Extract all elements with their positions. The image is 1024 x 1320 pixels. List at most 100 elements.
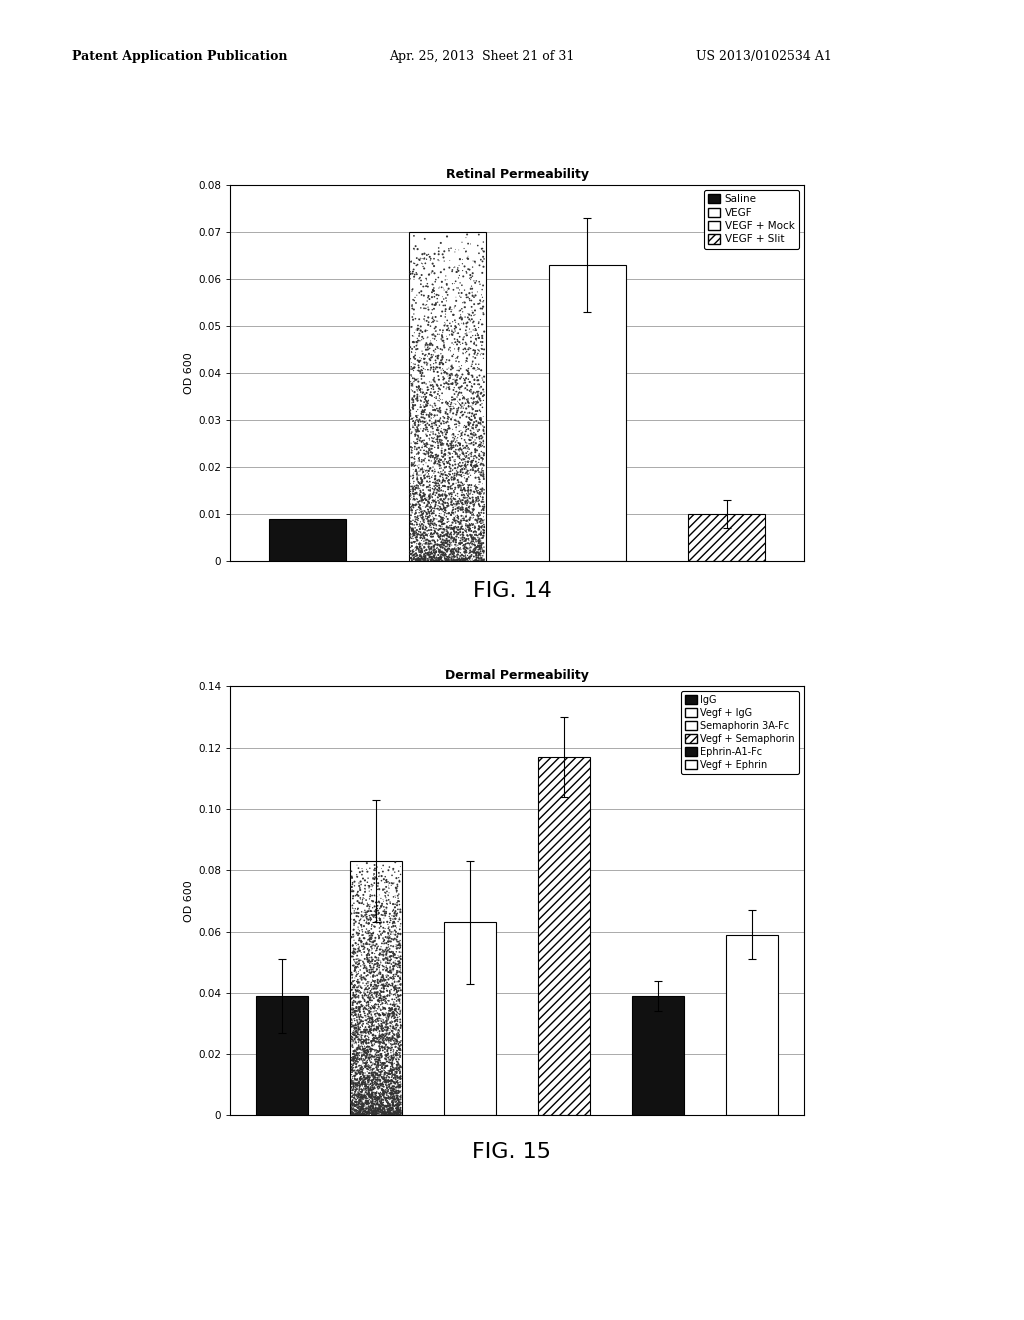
Point	[431, 458, 447, 479]
Point	[391, 953, 408, 974]
Point	[410, 380, 426, 401]
Point	[372, 1096, 388, 1117]
Point	[385, 886, 401, 907]
Point	[350, 1105, 367, 1126]
Point	[431, 391, 447, 412]
Point	[382, 968, 398, 989]
Point	[380, 961, 396, 982]
Point	[392, 1001, 409, 1022]
Point	[390, 1074, 407, 1096]
Point	[451, 338, 467, 359]
Point	[463, 474, 479, 495]
Point	[371, 1100, 387, 1121]
Point	[408, 510, 424, 531]
Point	[422, 458, 438, 479]
Point	[413, 536, 429, 557]
Point	[365, 1012, 381, 1034]
Point	[358, 1088, 375, 1109]
Point	[388, 935, 404, 956]
Point	[388, 917, 404, 939]
Point	[378, 1010, 394, 1031]
Point	[384, 1090, 400, 1111]
Point	[468, 543, 484, 564]
Point	[452, 550, 468, 572]
Point	[388, 1097, 404, 1118]
Point	[433, 548, 450, 569]
Point	[374, 1011, 390, 1032]
Point	[471, 531, 487, 552]
Point	[354, 985, 371, 1006]
Point	[352, 1011, 369, 1032]
Point	[409, 508, 425, 529]
Point	[434, 533, 451, 554]
Point	[428, 292, 444, 313]
Point	[462, 546, 478, 568]
Point	[381, 1048, 397, 1069]
Point	[430, 420, 446, 441]
Point	[426, 498, 442, 519]
Point	[439, 517, 456, 539]
Point	[372, 979, 388, 1001]
Point	[421, 264, 437, 285]
Point	[390, 1100, 407, 1121]
Point	[403, 532, 420, 553]
Point	[347, 1065, 364, 1086]
Point	[352, 1084, 369, 1105]
Point	[449, 492, 465, 513]
Point	[343, 1092, 359, 1113]
Point	[429, 523, 445, 544]
Point	[437, 294, 454, 315]
Point	[422, 404, 438, 425]
Point	[453, 517, 469, 539]
Point	[460, 302, 476, 323]
Point	[427, 342, 443, 363]
Point	[464, 354, 480, 375]
Point	[427, 294, 443, 315]
Point	[370, 1049, 386, 1071]
Point	[410, 253, 426, 275]
Point	[473, 453, 489, 474]
Point	[344, 1059, 360, 1080]
Point	[381, 873, 397, 894]
Point	[418, 391, 434, 412]
Point	[391, 1038, 408, 1059]
Point	[362, 1018, 379, 1039]
Point	[409, 537, 425, 558]
Point	[411, 282, 427, 304]
Point	[380, 1101, 396, 1122]
Point	[446, 532, 463, 553]
Point	[354, 1053, 371, 1074]
Point	[426, 543, 442, 564]
Point	[464, 504, 480, 525]
Point	[462, 543, 478, 564]
Point	[404, 541, 421, 562]
Point	[355, 1039, 372, 1060]
Point	[344, 1010, 360, 1031]
Point	[377, 1052, 393, 1073]
Point	[421, 510, 437, 531]
Point	[458, 498, 474, 519]
Point	[384, 1063, 400, 1084]
Point	[467, 520, 483, 541]
Point	[433, 359, 450, 380]
Point	[386, 1105, 402, 1126]
Point	[358, 1104, 375, 1125]
Point	[387, 1001, 403, 1022]
Point	[348, 1016, 365, 1038]
Point	[475, 541, 492, 562]
Point	[474, 338, 490, 359]
Point	[419, 290, 435, 312]
Point	[347, 1102, 364, 1123]
Point	[367, 1094, 383, 1115]
Point	[392, 1101, 409, 1122]
Point	[438, 451, 455, 473]
Point	[372, 1032, 388, 1053]
Point	[389, 1074, 406, 1096]
Point	[404, 519, 421, 540]
Point	[366, 1094, 382, 1115]
Point	[429, 409, 445, 430]
Point	[439, 393, 456, 414]
Point	[413, 528, 429, 549]
Point	[408, 388, 424, 409]
Point	[368, 1101, 384, 1122]
